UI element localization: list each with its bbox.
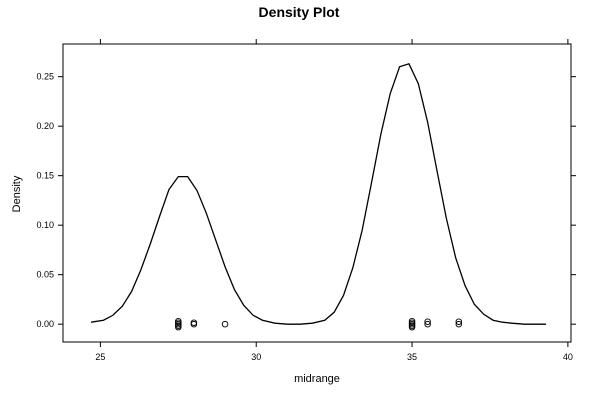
y-axis-label: Density: [11, 175, 23, 212]
axis-ticks: 25 30 35 40 0.00 0.05 0.10 0.15 0.20 0.25: [36, 39, 576, 362]
rug-point: [190, 319, 198, 326]
y-tick-label: 0.00: [36, 319, 54, 329]
y-tick-label: 0.15: [36, 171, 54, 181]
x-tick-label: 25: [95, 352, 105, 362]
plot-frame: [62, 43, 572, 343]
x-tick-label: 35: [407, 352, 417, 362]
y-tick-label: 0.05: [36, 270, 54, 280]
chart-title: Density Plot: [259, 4, 340, 20]
x-tick-label: 40: [563, 352, 573, 362]
rug-point: [455, 318, 463, 325]
y-tick-label: 0.25: [36, 72, 54, 82]
rug-point: [221, 320, 229, 328]
rug-point: [408, 317, 416, 325]
y-tick-label: 0.10: [36, 220, 54, 230]
rug-point: [424, 318, 431, 325]
rug-point: [424, 320, 431, 328]
y-tick-label: 0.20: [36, 121, 54, 131]
rug-point: [455, 320, 463, 328]
x-tick-label: 30: [251, 352, 261, 362]
rug-points: [175, 317, 463, 331]
rug-point: [175, 317, 182, 325]
x-axis-label: midrange: [294, 373, 340, 385]
density-curve-line: [90, 63, 547, 325]
